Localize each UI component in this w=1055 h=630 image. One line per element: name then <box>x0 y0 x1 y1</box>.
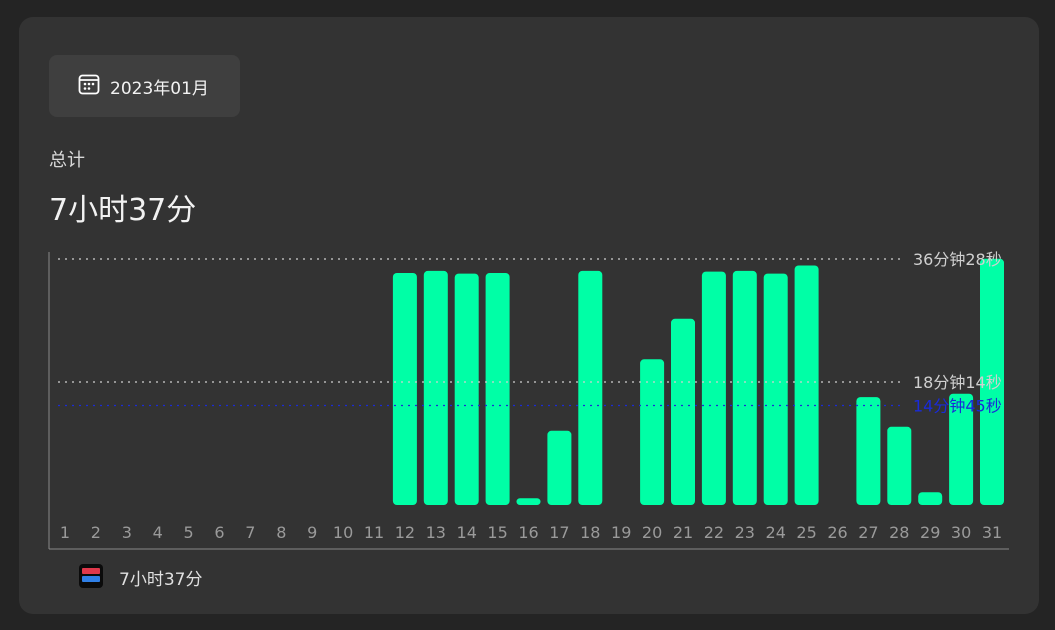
bar-day-31 <box>980 258 1004 505</box>
bar-day-18 <box>578 270 603 505</box>
x-tick-label-24: 24 <box>766 523 786 542</box>
bar-day-13 <box>423 270 448 505</box>
x-tick-label-26: 26 <box>827 523 847 542</box>
bar-day-22 <box>701 271 726 505</box>
x-tick-label-19: 19 <box>611 523 631 542</box>
x-tick-label-10: 10 <box>333 523 353 542</box>
bar-day-16 <box>516 498 541 505</box>
beat-saber-icon <box>79 564 103 588</box>
x-tick-label-28: 28 <box>889 523 909 542</box>
x-tick-label-27: 27 <box>858 523 878 542</box>
bar-day-15 <box>485 273 510 505</box>
x-tick-label-2: 2 <box>91 523 101 542</box>
x-tick-label-4: 4 <box>153 523 163 542</box>
x-tick-label-31: 31 <box>982 523 1002 542</box>
bar-day-29 <box>918 492 943 505</box>
usage-card: 2023年01月 总计 7小时37分 7小时37分 <box>19 17 1039 614</box>
bar-day-25 <box>794 265 819 505</box>
bar-day-27 <box>856 397 881 505</box>
bar-day-14 <box>454 273 479 505</box>
x-tick-label-22: 22 <box>704 523 724 542</box>
bar-day-12 <box>392 273 417 505</box>
x-tick-label-25: 25 <box>796 523 816 542</box>
x-tick-label-12: 12 <box>395 523 415 542</box>
x-tick-label-9: 9 <box>307 523 317 542</box>
reference-label-2: 18分钟14秒 <box>913 373 1002 392</box>
total-value: 7小时37分 <box>49 193 197 228</box>
legend-app-total: 7小时37分 <box>119 570 203 590</box>
bar-day-23 <box>732 270 757 505</box>
x-tick-label-29: 29 <box>920 523 940 542</box>
x-tick-label-8: 8 <box>276 523 286 542</box>
x-tick-label-5: 5 <box>184 523 194 542</box>
bar-day-20 <box>640 359 665 505</box>
month-picker-button[interactable]: 2023年01月 <box>49 55 240 117</box>
x-tick-label-11: 11 <box>364 523 384 542</box>
x-tick-label-30: 30 <box>951 523 971 542</box>
bar-day-17 <box>547 430 572 505</box>
x-tick-label-15: 15 <box>487 523 507 542</box>
total-label: 总计 <box>49 150 85 171</box>
x-tick-label-17: 17 <box>549 523 569 542</box>
x-tick-label-1: 1 <box>60 523 70 542</box>
x-tick-label-23: 23 <box>735 523 755 542</box>
x-tick-label-14: 14 <box>457 523 477 542</box>
bar-day-28 <box>887 426 912 505</box>
bar-day-21 <box>671 318 695 505</box>
x-tick-label-3: 3 <box>122 523 132 542</box>
bar-day-30 <box>949 393 974 505</box>
reference-label-3: 14分钟45秒 <box>913 397 1002 416</box>
x-tick-label-21: 21 <box>673 523 693 542</box>
x-tick-label-13: 13 <box>426 523 446 542</box>
calendar-icon <box>78 74 100 95</box>
bar-day-24 <box>763 273 788 505</box>
x-tick-label-16: 16 <box>518 523 538 542</box>
month-label: 2023年01月 <box>110 79 209 99</box>
x-tick-label-7: 7 <box>245 523 255 542</box>
x-tick-label-20: 20 <box>642 523 662 542</box>
reference-label-1: 36分钟28秒 <box>913 250 1002 269</box>
x-tick-label-18: 18 <box>580 523 600 542</box>
x-tick-label-6: 6 <box>214 523 224 542</box>
